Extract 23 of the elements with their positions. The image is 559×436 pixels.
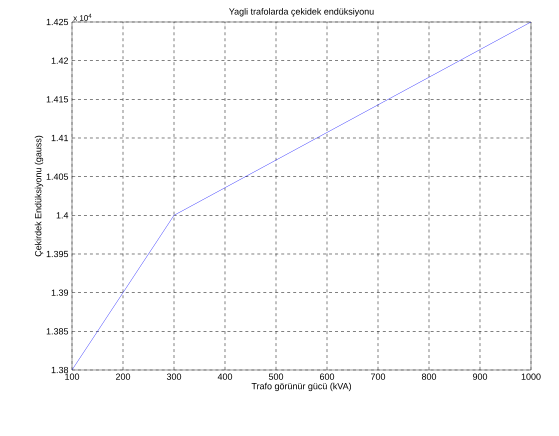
- y-axis-title: Çekirdek Endüksiyonu (gauss): [34, 136, 44, 256]
- x-tick-label: 700: [370, 374, 386, 380]
- y-tick-label: 1.38: [52, 366, 68, 374]
- y-tick-label: 1.42: [52, 58, 68, 64]
- y-tick-label: 1.39: [52, 289, 68, 296]
- x-tick-label: 800: [422, 374, 436, 380]
- x-tick-label: 100: [65, 374, 80, 380]
- x-tick-label: 200: [116, 374, 130, 380]
- y-tick-label: 1.405: [46, 173, 68, 180]
- x-tick-label: 900: [472, 374, 488, 380]
- x-tick-label: 400: [218, 374, 232, 380]
- x-tick-label: 1000: [522, 374, 541, 380]
- chart-title: Yagli trafolarda çekidek endüksiyonu: [229, 8, 374, 16]
- x-tick-label: 300: [166, 374, 182, 380]
- x-axis-title: Trafo görünür gücü (kVA): [252, 382, 352, 392]
- y-tick-label: 1.415: [46, 96, 68, 102]
- y-tick-label: 1.425: [46, 18, 68, 26]
- y-tick-label: 1.4: [56, 212, 68, 218]
- y-tick-label: 1.41: [52, 134, 68, 142]
- y-tick-label: 1.385: [46, 328, 68, 335]
- x-tick-label: 500: [268, 374, 284, 380]
- x-tick-label: 600: [320, 374, 334, 380]
- y-tick-label: 1.395: [46, 250, 68, 258]
